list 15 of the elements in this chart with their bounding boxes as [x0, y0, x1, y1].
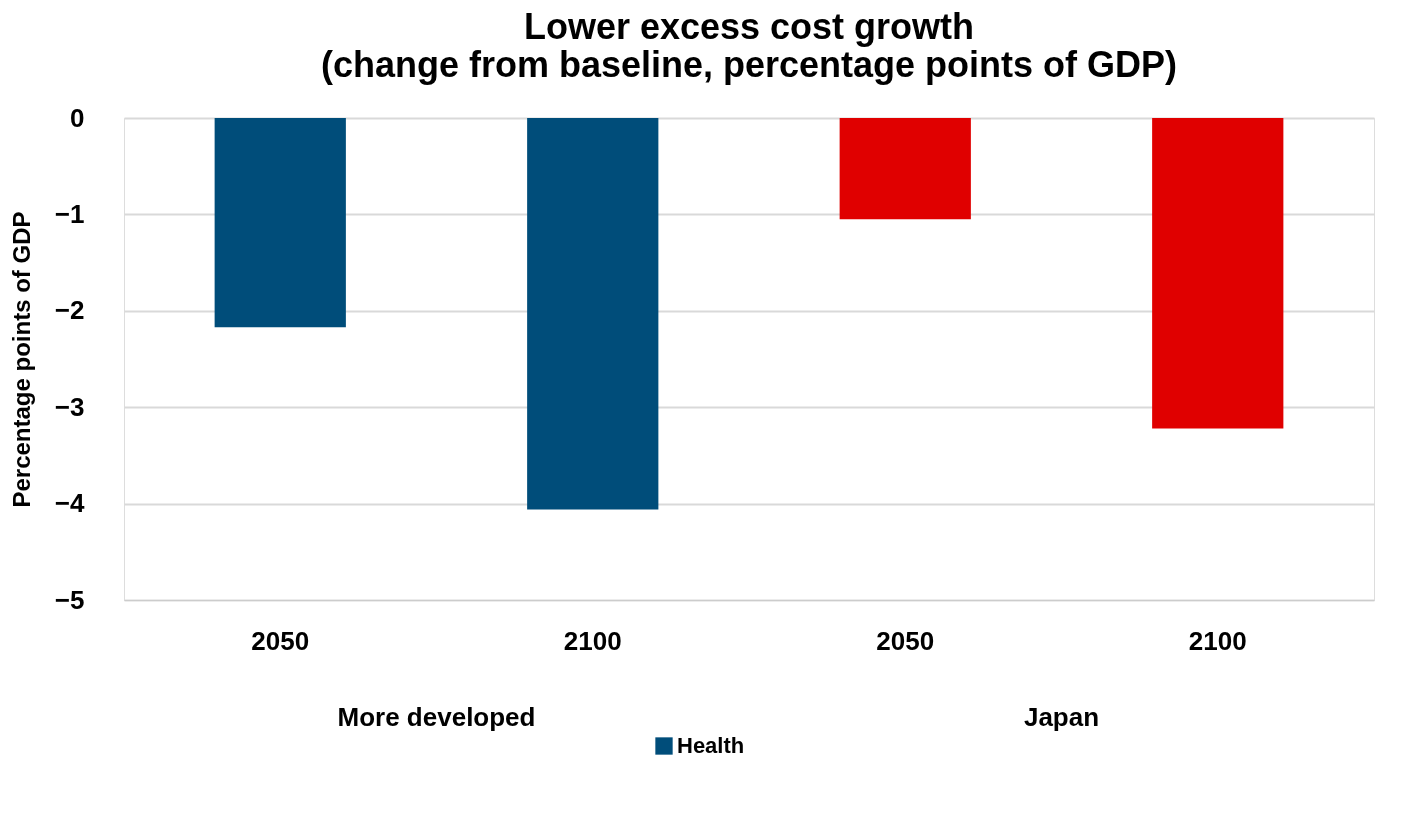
y-tick-label: 0: [70, 102, 85, 133]
y-axis-title: Percentage points of GDP: [7, 211, 35, 508]
x-tick-label: 2050: [251, 625, 310, 656]
y-tick-label: −4: [54, 488, 86, 519]
x-tick-label: 2100: [1188, 625, 1247, 656]
text: Lower excess cost growth: [523, 6, 975, 47]
text: More developed: [337, 702, 536, 732]
x-tick-label: 2050: [876, 625, 935, 656]
y-tick-label: −3: [54, 391, 85, 422]
x-tick-label: 2100: [563, 625, 622, 656]
y-tick-label: −2: [54, 295, 85, 326]
text: Japan: [1023, 702, 1100, 732]
legend-label: Health: [677, 733, 745, 758]
y-tick-label: −5: [54, 584, 85, 615]
y-tick-label: −1: [54, 198, 85, 229]
